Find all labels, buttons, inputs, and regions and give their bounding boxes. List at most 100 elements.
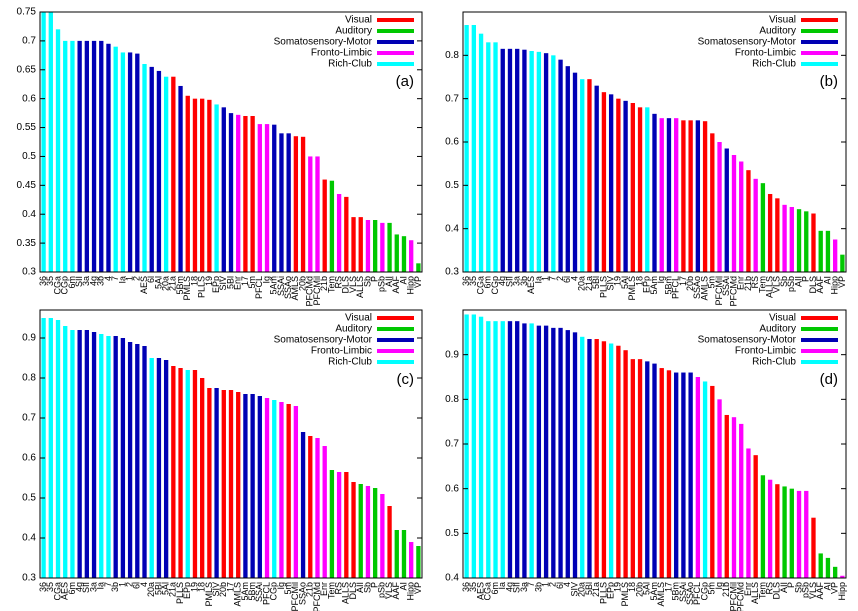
x-tick-label: Ia (96, 582, 106, 590)
x-tick-label: VLS (808, 582, 818, 599)
bar (351, 217, 356, 272)
x-tick-label: 5Bm (175, 276, 185, 295)
x-tick-label: 2 (555, 276, 565, 281)
x-tick-label: VP (830, 582, 840, 594)
y-tick-label: 0.9 (22, 333, 36, 344)
x-tick-label: Tem (326, 276, 336, 293)
bar (135, 53, 140, 272)
bar (645, 361, 650, 578)
bar (551, 327, 556, 578)
bar (536, 325, 542, 578)
x-tick-label: SII (512, 582, 522, 593)
bar (120, 338, 126, 578)
bar (250, 394, 255, 578)
bar (724, 414, 729, 578)
x-tick-label: VP (413, 276, 423, 288)
x-tick-label: SSAo (283, 276, 293, 299)
x-tick-label: 21b (743, 276, 753, 291)
bar (91, 332, 97, 578)
bar (279, 133, 284, 272)
bar (659, 118, 664, 273)
bar (522, 323, 527, 578)
y-tick-label: 0.75 (17, 7, 37, 18)
bar (760, 183, 766, 272)
x-tick-label: PFCMd (305, 276, 315, 307)
x-tick-label: PFCMil (312, 276, 322, 306)
bar (616, 345, 621, 578)
x-tick-label: 5Am (269, 276, 279, 295)
bar (394, 530, 399, 578)
bar (710, 133, 715, 272)
bar (409, 542, 414, 578)
bar (106, 43, 111, 273)
x-tick-label: 5Bm (247, 582, 257, 601)
y-tick-label: 0.7 (445, 439, 459, 450)
y-tick-label: 0.3 (22, 573, 36, 584)
x-tick-label: Tem (757, 582, 767, 599)
x-tick-label: AII (793, 276, 803, 287)
bar (659, 368, 664, 578)
bar (178, 85, 183, 272)
x-tick-label: 5Am (649, 582, 659, 601)
bar (192, 370, 198, 578)
bar (308, 156, 313, 272)
x-tick-label: 19 (613, 276, 623, 286)
legend-label: Fronto-Limbic (735, 346, 796, 357)
x-tick-label: SIV (211, 582, 221, 597)
x-tick-label: Ig (276, 582, 286, 590)
bar (818, 230, 823, 272)
bar (804, 490, 809, 578)
bar (522, 49, 527, 273)
x-tick-label: 4g (74, 582, 84, 592)
x-tick-label: 3a (88, 582, 98, 592)
x-tick-label: 35 (468, 582, 478, 592)
x-tick-label: 4 (562, 582, 572, 587)
x-tick-label: pSb (377, 582, 387, 598)
bar (811, 517, 816, 578)
x-tick-label: AAF (391, 276, 401, 294)
x-tick-label: ALLS (355, 276, 365, 298)
bar (652, 363, 657, 578)
x-tick-label: 5m (707, 582, 717, 595)
bar (358, 217, 363, 272)
x-tick-label: RS (333, 276, 343, 289)
bar (529, 323, 534, 578)
bar (84, 40, 90, 273)
bar (200, 98, 205, 273)
x-tick-label: 4g (504, 582, 514, 592)
bar (221, 390, 226, 578)
bar (272, 124, 277, 273)
x-tick-label: 21a (168, 276, 178, 291)
x-tick-label: PLLS (598, 276, 608, 298)
bar (630, 103, 635, 272)
x-tick-label: 5Al (153, 276, 163, 289)
y-tick-label: 0.5 (445, 528, 459, 539)
x-tick-label: AI (398, 276, 408, 285)
x-tick-label: 35 (468, 276, 478, 286)
x-tick-label: 20a (161, 276, 171, 291)
x-tick-label: 3b (519, 276, 529, 286)
x-tick-label: RS (764, 582, 774, 595)
bar (315, 438, 320, 578)
x-tick-label: P (370, 582, 380, 588)
bar (214, 388, 219, 578)
x-tick-label: SSAo (685, 582, 695, 605)
bar (486, 42, 491, 273)
x-tick-label: 2 (132, 276, 142, 281)
x-tick-label: VP (413, 582, 423, 594)
x-tick-label: SSAo (297, 582, 307, 605)
x-tick-label: 3b (110, 582, 120, 592)
x-tick-label: 17 (225, 582, 235, 592)
y-tick-label: 0.8 (445, 50, 459, 61)
legend-label: Visual (345, 15, 372, 26)
bar (587, 339, 592, 578)
legend-label: Fronto-Limbic (311, 48, 372, 59)
bar (688, 372, 693, 578)
x-tick-label: 21a (591, 582, 601, 597)
bar (767, 194, 773, 272)
legend-label: Auditory (335, 324, 372, 335)
bar (623, 100, 628, 272)
bar (127, 52, 133, 272)
x-tick-label: Hipp (837, 582, 847, 601)
x-tick-label: 20b (297, 276, 307, 291)
